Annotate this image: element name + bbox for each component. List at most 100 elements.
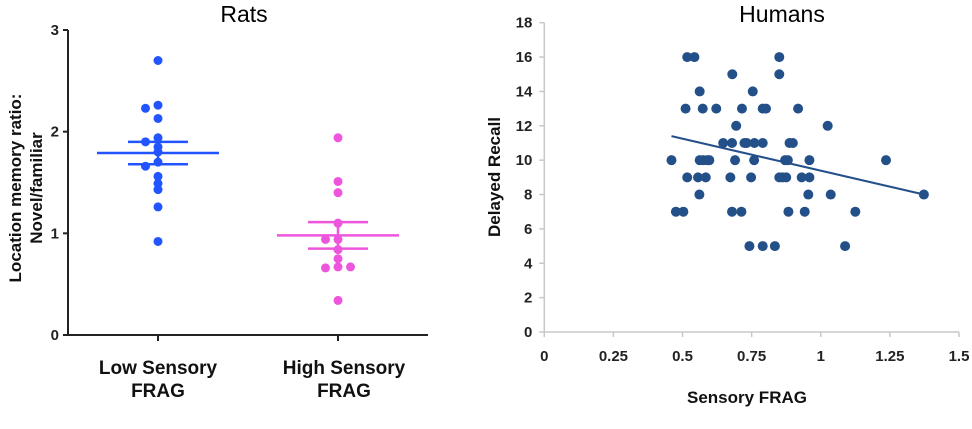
humans-ylabel: Delayed Recall — [485, 117, 504, 237]
rats-data-point — [321, 234, 330, 244]
humans-data-point — [741, 137, 752, 148]
humans-trendline — [671, 135, 925, 196]
rats-y-tick-label: 3 — [51, 22, 59, 39]
humans-data-point — [793, 103, 804, 114]
humans-data-point — [736, 206, 747, 217]
humans-data-point — [840, 241, 851, 252]
humans-data-point — [694, 189, 705, 200]
humans-data-point — [682, 172, 693, 183]
humans-data-point — [757, 137, 768, 148]
humans-data-point — [704, 155, 715, 166]
humans-data-point — [757, 241, 768, 252]
humans-data-point — [682, 52, 693, 63]
rats-data-point — [153, 202, 163, 212]
humans-data-point — [796, 172, 807, 183]
rats-y-tick-label: 1 — [51, 225, 59, 242]
humans-data-point — [694, 86, 705, 97]
humans-y-tick-label: 0 — [524, 324, 532, 341]
rats-y-tick-label: 2 — [51, 124, 59, 141]
humans-data-point — [689, 52, 700, 63]
rats-data-point — [333, 262, 343, 272]
rats-data-point — [153, 133, 163, 143]
humans-data-point — [711, 103, 722, 114]
humans-x-tick-label: 0.25 — [599, 348, 628, 365]
rats-data-point — [153, 100, 163, 110]
rats-data-point — [333, 295, 343, 305]
rats-data-point — [153, 56, 163, 65]
humans-data-point — [693, 172, 704, 183]
humans-data-point — [678, 206, 689, 217]
humans-x-tick-label: 0 — [540, 348, 548, 365]
humans-data-point — [822, 120, 833, 131]
humans-data-point — [747, 86, 758, 97]
humans-title: Humans — [739, 1, 825, 27]
humans-y-tick-label: 6 — [524, 221, 532, 238]
humans-data-point — [700, 172, 711, 183]
humans-y-tick-label: 10 — [516, 152, 533, 169]
humans-chart: Humans Delayed Recall Sensory FRAG 0 2 4 6 8… — [485, 1, 969, 407]
rats-category-high-line1: High Sensory — [283, 358, 406, 379]
humans-data-point — [744, 241, 755, 252]
humans-data-point — [774, 52, 785, 63]
humans-data-point — [731, 120, 742, 131]
humans-y-tick-label: 4 — [524, 255, 533, 272]
humans-data-point — [787, 137, 798, 148]
humans-x-tick-label: 1.5 — [949, 348, 970, 365]
humans-data-point — [727, 206, 738, 217]
humans-data-point — [749, 155, 760, 166]
rats-data-point — [153, 185, 163, 195]
humans-data-point — [825, 189, 836, 200]
humans-data-point — [746, 172, 757, 183]
humans-y-tick-label: 8 — [524, 187, 532, 204]
rats-ylabel-line1: Location memory ratio: — [6, 94, 25, 283]
rats-data-point — [333, 254, 343, 264]
humans-y-tick-label: 12 — [516, 118, 533, 135]
humans-data-point — [736, 103, 747, 114]
rats-category-low-line1: Low Sensory — [99, 358, 218, 379]
rats-data-point — [153, 171, 163, 181]
humans-data-point — [730, 155, 741, 166]
humans-x-tick-label: 1 — [817, 348, 825, 365]
humans-data-point — [718, 137, 729, 148]
humans-data-point — [850, 206, 861, 217]
rats-chart: Rats Location memory ratio: Novel/famili… — [6, 1, 428, 402]
rats-data-point — [153, 236, 163, 246]
humans-y-tick-label: 16 — [516, 49, 533, 66]
humans-data-point — [803, 189, 814, 200]
rats-y-tick-label: 0 — [51, 327, 59, 344]
humans-data-point — [670, 206, 681, 217]
humans-data-point — [769, 241, 780, 252]
humans-data-point — [799, 206, 810, 217]
rats-category-high-line2: FRAG — [317, 381, 371, 402]
rats-data-point — [333, 188, 343, 198]
rats-data-point — [141, 103, 150, 113]
humans-data-point — [881, 155, 892, 166]
humans-data-point — [804, 172, 815, 183]
humans-data-point — [727, 137, 738, 148]
humans-y-tick-label: 2 — [524, 290, 532, 307]
rats-data-point — [333, 176, 343, 186]
rats-category-low-line2: FRAG — [131, 381, 185, 402]
humans-data-point — [804, 155, 815, 166]
rats-data-point — [153, 113, 163, 123]
humans-y-tick-label: 14 — [516, 83, 533, 100]
humans-data-point — [680, 103, 691, 114]
humans-x-tick-label: 0.75 — [737, 348, 766, 365]
humans-x-tick-label: 0.5 — [672, 348, 693, 365]
humans-xlabel: Sensory FRAG — [687, 388, 807, 407]
humans-data-point — [727, 69, 738, 80]
humans-data-point — [697, 103, 708, 114]
humans-data-point — [781, 172, 792, 183]
humans-data-point — [666, 155, 677, 166]
rats-data-point — [346, 262, 355, 272]
humans-data-point — [749, 137, 760, 148]
humans-data-point — [725, 172, 736, 183]
humans-x-tick-label: 1.25 — [875, 348, 904, 365]
humans-data-point — [774, 69, 785, 80]
rats-ylabel-line2: Novel/familiar — [27, 132, 46, 244]
rats-data-point — [321, 263, 330, 273]
rats-title: Rats — [220, 1, 267, 27]
humans-data-point — [761, 103, 772, 114]
rats-data-point — [333, 133, 343, 143]
